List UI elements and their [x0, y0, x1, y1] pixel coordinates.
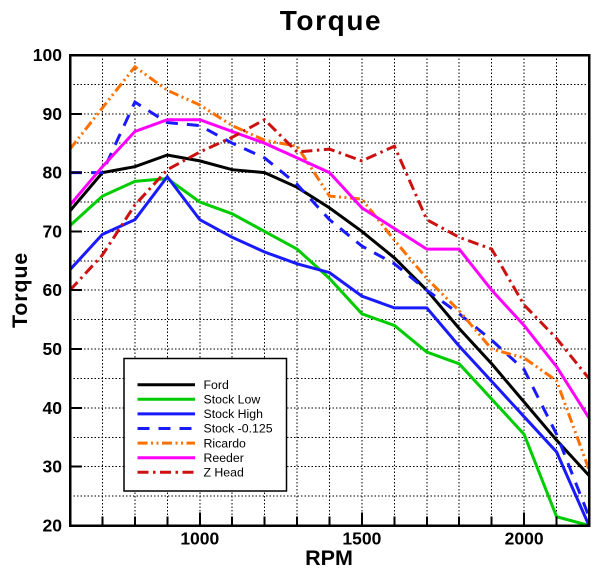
svg-text:Ricardo: Ricardo — [204, 436, 247, 450]
svg-text:1000: 1000 — [180, 529, 219, 549]
svg-text:60: 60 — [43, 280, 63, 300]
svg-text:Z Head: Z Head — [204, 466, 244, 480]
svg-text:Stock Low: Stock Low — [204, 393, 261, 407]
svg-text:50: 50 — [43, 339, 63, 359]
svg-text:1500: 1500 — [342, 529, 381, 549]
svg-text:Reeder: Reeder — [204, 451, 244, 465]
svg-text:Ford: Ford — [204, 378, 229, 392]
svg-text:30: 30 — [43, 457, 63, 477]
svg-text:40: 40 — [43, 398, 63, 418]
svg-text:Torque: Torque — [280, 5, 382, 36]
svg-text:Torque: Torque — [8, 252, 32, 328]
svg-text:20: 20 — [43, 516, 63, 536]
svg-text:RPM: RPM — [305, 546, 353, 570]
svg-text:70: 70 — [43, 221, 63, 241]
svg-text:2000: 2000 — [505, 529, 544, 549]
svg-text:100: 100 — [33, 45, 62, 65]
svg-text:90: 90 — [43, 104, 63, 124]
svg-text:Stock -0.125: Stock -0.125 — [204, 422, 273, 436]
svg-text:Stock High: Stock High — [204, 407, 264, 421]
svg-text:80: 80 — [43, 163, 63, 183]
